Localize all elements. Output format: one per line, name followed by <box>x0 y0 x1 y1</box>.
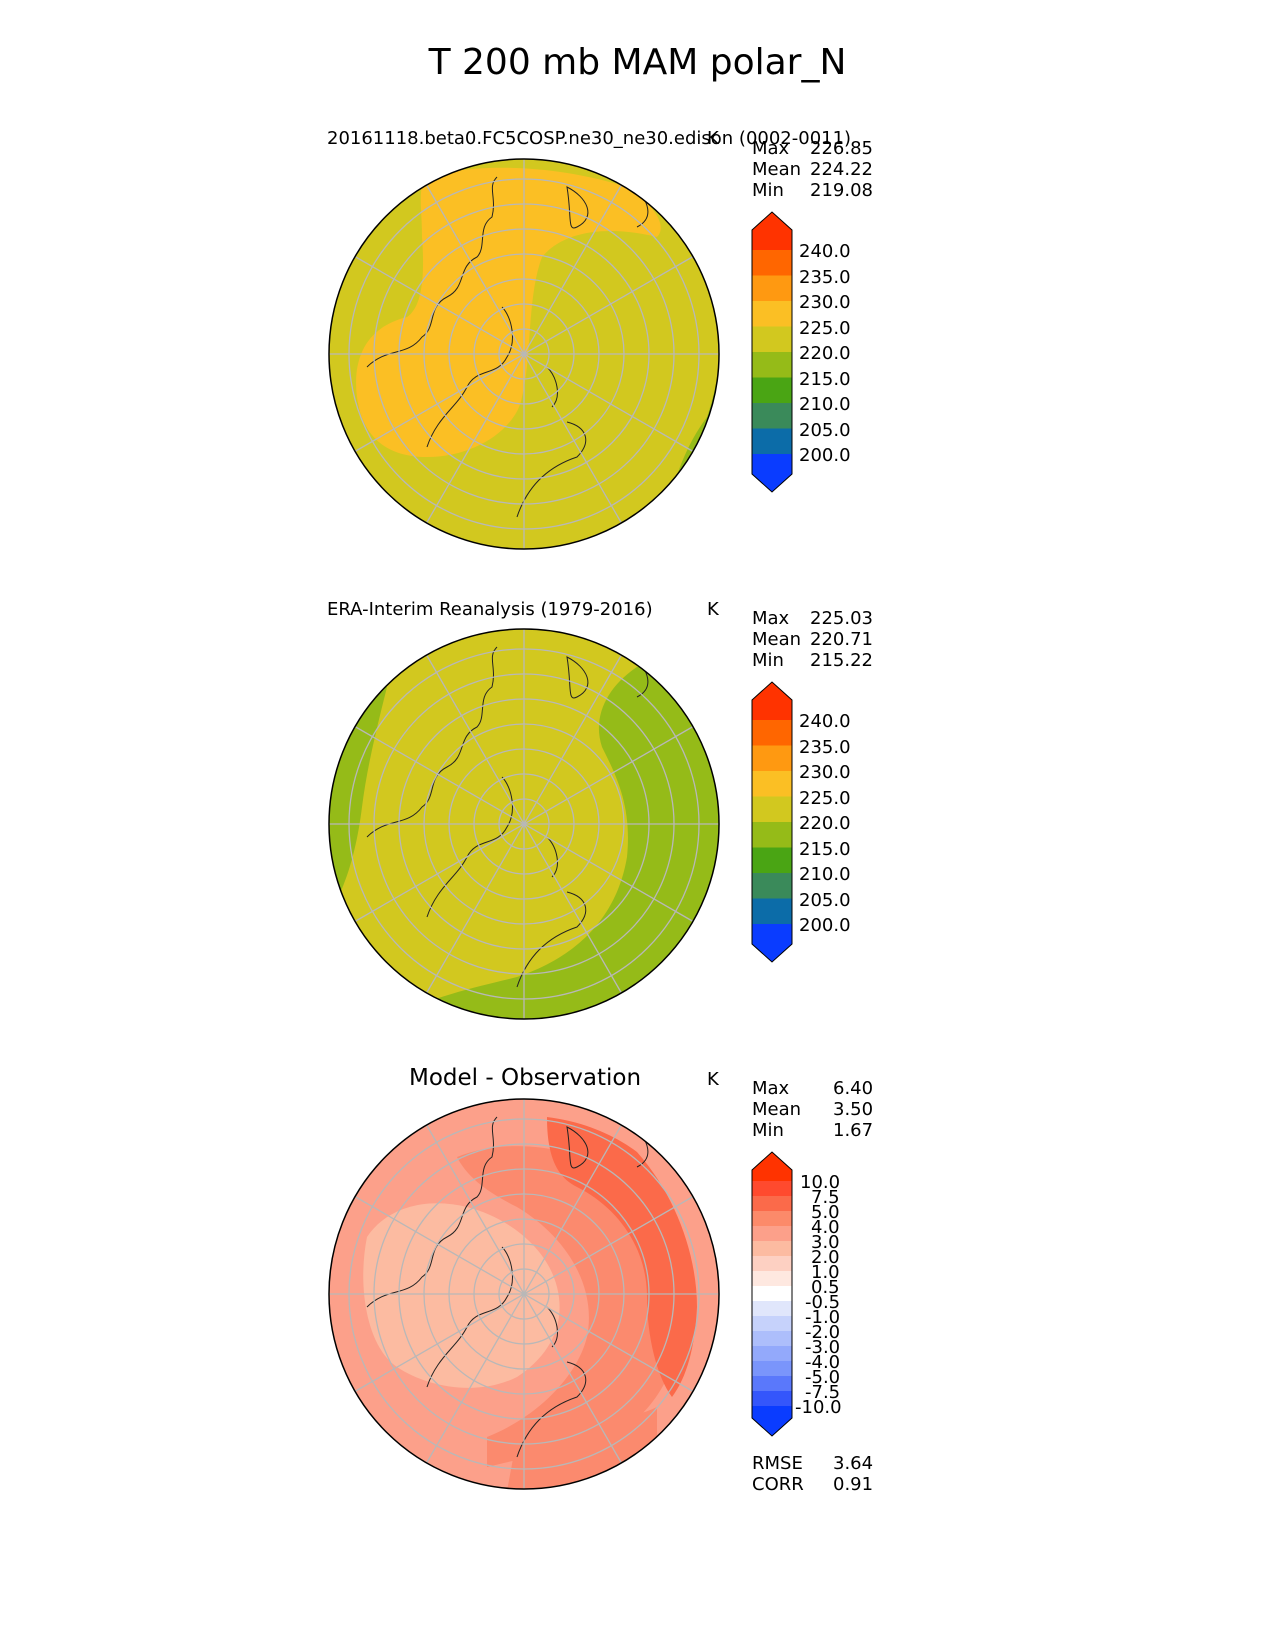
panel3-cb-tick: 3.0 <box>811 1232 840 1253</box>
panel3-colorbar-under <box>752 1406 792 1436</box>
panel1-mean-value: 224.22 <box>810 159 873 180</box>
panel1-cb-tick: 240.0 <box>799 241 851 262</box>
panel1-unit: K <box>707 128 719 149</box>
panel2-mean-value: 220.71 <box>810 629 873 650</box>
panel2-cb-tick: 215.0 <box>799 839 851 860</box>
panel2-cb-tick: 240.0 <box>799 711 851 732</box>
panel2-colorbar-under <box>752 924 792 962</box>
panel1-cb-tick: 220.0 <box>799 343 851 364</box>
panel2-cb-tick: 235.0 <box>799 737 851 758</box>
panel2-cb-tick: 230.0 <box>799 762 851 783</box>
panel3-cb-tick: 4.0 <box>811 1217 840 1238</box>
panel3-graticule <box>329 1099 719 1489</box>
panel3-cb-tick: -10.0 <box>795 1397 842 1418</box>
panel3-corr-label: CORR <box>752 1474 804 1495</box>
panel1-min-value: 219.08 <box>810 180 873 201</box>
panel1-cb-tick: 225.0 <box>799 318 851 339</box>
panel2-cb-tick: 200.0 <box>799 915 851 936</box>
panel2-min-label: Min <box>752 650 784 671</box>
panel3-cb-tick: 1.0 <box>811 1262 840 1283</box>
panel1-colorbar <box>751 211 793 493</box>
panel1-min-label: Min <box>752 180 784 201</box>
panel3-max-value: 6.40 <box>833 1078 874 1099</box>
panel3-cb-tick: 0.5 <box>811 1277 840 1298</box>
panel3-min-value: 1.67 <box>833 1120 874 1141</box>
panel2-cb-tick: 205.0 <box>799 890 851 911</box>
panel3-field-top <box>547 1117 697 1397</box>
panel1-polar-map <box>328 158 720 550</box>
panel2-max-label: Max <box>752 608 790 629</box>
panel3-mean-value: 3.50 <box>833 1099 874 1120</box>
panel1-max-label: Max <box>752 138 790 159</box>
panel1-colorbar-over <box>752 212 792 250</box>
panel2-field-cool-east <box>387 667 719 1019</box>
panel3-cb-tick: -0.5 <box>805 1292 841 1313</box>
panel1-max-value: 226.85 <box>810 138 873 159</box>
panel1-graticule <box>329 159 719 549</box>
panel3-title: Model - Observation <box>409 1065 642 1091</box>
panel2-max-value: 225.03 <box>810 608 873 629</box>
panel1-cb-tick: 235.0 <box>799 267 851 288</box>
panel3-cb-tick: -2.0 <box>805 1322 841 1343</box>
panel1-field-warm <box>356 167 661 457</box>
panel1-colorbar-under <box>752 454 792 492</box>
panel1-title: 20161118.beta0.FC5COSP.ne30_ne30.edison … <box>327 128 852 149</box>
panel3-unit: K <box>707 1069 719 1090</box>
panel3-cb-tick: -4.0 <box>805 1352 841 1373</box>
panel2-graticule <box>329 629 719 1019</box>
panel1-cb-tick: 230.0 <box>799 292 851 313</box>
panel2-cb-tick: 210.0 <box>799 864 851 885</box>
panel1-cb-tick: 215.0 <box>799 369 851 390</box>
panel2-mean-label: Mean <box>752 629 802 650</box>
panel3-rmse-label: RMSE <box>752 1453 803 1474</box>
panel2-min-value: 215.22 <box>810 650 873 671</box>
panel2-cb-tick: 220.0 <box>799 813 851 834</box>
panel2-colorbar <box>751 681 793 963</box>
panel3-min-label: Min <box>752 1120 784 1141</box>
panel1-mean-label: Mean <box>752 159 802 180</box>
panel3-colorbar-over <box>752 1152 792 1181</box>
panel3-cb-tick: 5.0 <box>811 1202 840 1223</box>
panel3-polar-map <box>328 1098 720 1490</box>
panel3-corr-value: 0.91 <box>833 1474 874 1495</box>
panel1-cb-tick: 205.0 <box>799 420 851 441</box>
panel3-max-label: Max <box>752 1078 790 1099</box>
panel2-cb-tick: 225.0 <box>799 788 851 809</box>
panel2-title: ERA-Interim Reanalysis (1979-2016) <box>327 599 653 620</box>
panel3-cb-tick: -7.5 <box>805 1382 841 1403</box>
panel2-polar-map <box>328 628 720 1020</box>
panel3-cb-tick: 7.5 <box>811 1187 840 1208</box>
panel1-cb-tick: 210.0 <box>799 394 851 415</box>
panel3-cb-tick: -5.0 <box>805 1367 841 1388</box>
panel1-cb-tick: 200.0 <box>799 445 851 466</box>
panel3-cb-tick: -1.0 <box>805 1307 841 1328</box>
panel2-colorbar-over <box>752 682 792 720</box>
panel3-cb-tick: 2.0 <box>811 1247 840 1268</box>
panel3-cb-tick: 10.0 <box>800 1172 841 1193</box>
panel3-rmse-value: 3.64 <box>833 1453 874 1474</box>
panel3-colorbar <box>751 1151 793 1437</box>
panel3-cb-tick: -3.0 <box>805 1337 841 1358</box>
panel2-unit: K <box>707 599 719 620</box>
figure-title: T 200 mb MAM polar_N <box>428 42 847 83</box>
panel3-mean-label: Mean <box>752 1099 802 1120</box>
